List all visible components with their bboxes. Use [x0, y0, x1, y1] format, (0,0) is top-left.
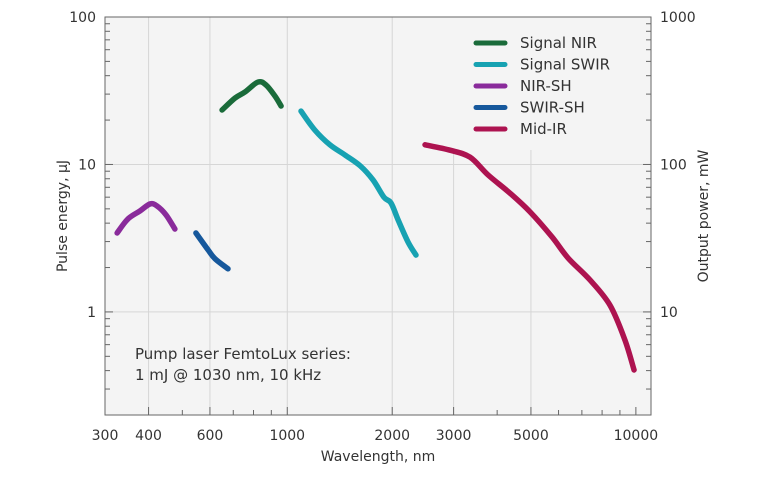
- y-tick-label: 100: [69, 10, 96, 26]
- y2-tick-label: 10: [660, 305, 678, 321]
- series-line-signal-nir: [219, 78, 284, 113]
- legend-label: NIR-SH: [520, 77, 572, 95]
- x-axis-label: Wavelength, nm: [321, 449, 435, 465]
- y2-tick-label: 1000: [660, 10, 696, 26]
- grid: [105, 17, 651, 415]
- x-tick-label: 5000: [513, 428, 549, 444]
- series-group: [114, 78, 637, 373]
- legend-label: Mid-IR: [520, 120, 567, 138]
- x-tick-label: 600: [197, 428, 224, 444]
- legend-label: Signal SWIR: [520, 56, 610, 74]
- x-tick-label: 3000: [436, 428, 472, 444]
- x-tick-label: 2000: [374, 428, 410, 444]
- y2-tick-label: 100: [660, 157, 687, 173]
- series-line-signal-swir: [298, 108, 419, 258]
- y2-axis-label: Output power, mW: [696, 149, 712, 282]
- x-tick-label: 400: [135, 428, 162, 444]
- annotation-line-2: 1 mJ @ 1030 nm, 10 kHz: [135, 366, 321, 384]
- plot-frame: [104, 16, 652, 416]
- x-tick-label: 300: [92, 428, 119, 444]
- series-line-mid-ir: [422, 142, 637, 373]
- legend-label: Signal NIR: [520, 34, 597, 52]
- annotation-line-1: Pump laser FemtoLux series:: [135, 345, 351, 363]
- y-axis-label: Pulse energy, μJ: [55, 160, 71, 272]
- y-tick-label: 10: [78, 157, 96, 173]
- series-line-nir-sh: [114, 200, 178, 236]
- ticks: 300 400 600 1000 2000 3000 5000 10000 1 10 100 10 10…: [69, 10, 695, 444]
- x-tick-label: 1000: [269, 428, 305, 444]
- series-line-swir-sh: [193, 230, 231, 272]
- plot-background: [105, 17, 651, 415]
- legend: Signal NIR Signal SWIR NIR-SH SWIR-SH Mid-IR: [473, 34, 610, 138]
- y-tick-label: 1: [87, 305, 96, 321]
- x-tick-label: 10000: [614, 428, 659, 444]
- legend-label: SWIR-SH: [520, 99, 585, 117]
